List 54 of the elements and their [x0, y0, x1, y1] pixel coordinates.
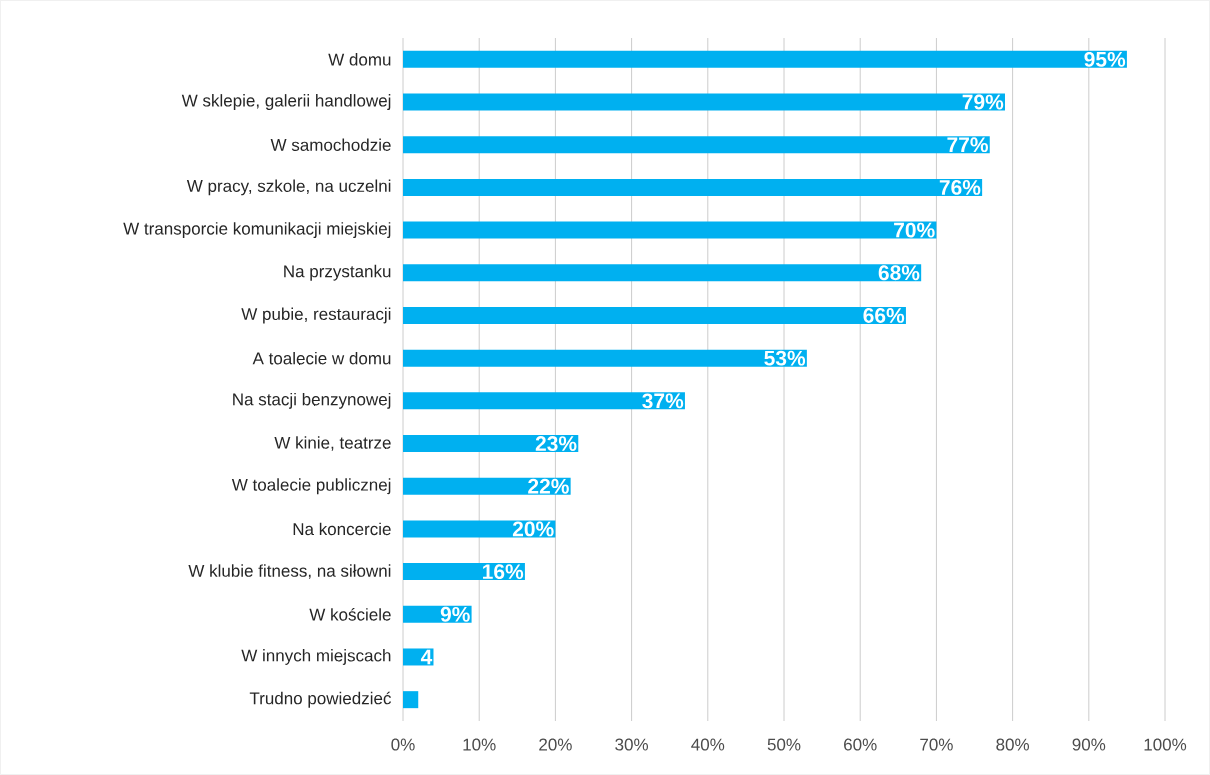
bar [403, 306, 906, 324]
x-tick-label: 0% [391, 738, 415, 751]
data-label: 23% [535, 436, 577, 451]
x-tick-label: 40% [691, 738, 725, 751]
y-tick-label: W transporcie komunikacji miejskiej [123, 222, 391, 239]
x-tick-label: 100% [1144, 738, 1187, 751]
bar [403, 349, 807, 367]
y-tick-label: W klubie fitness, na siłowni [188, 564, 391, 579]
x-tick-label: 20% [539, 738, 572, 751]
x-tick-label: 10% [463, 738, 496, 751]
y-tick-label: W innych miejscach [241, 649, 391, 665]
x-tick-label: 70% [920, 738, 953, 751]
bar [403, 50, 1127, 68]
x-tick-label: 50% [767, 738, 801, 751]
y-tick-label: W samochodzie [270, 138, 391, 151]
y-tick-label: W kościele [309, 607, 391, 621]
bar [403, 178, 983, 196]
data-label: 66% [863, 308, 905, 323]
x-tick-label: 80% [996, 738, 1030, 751]
y-tick-label: W pracy, szkole, na uczelni [186, 179, 391, 196]
y-tick-label: W sklepie, galerii handlowej [181, 94, 391, 110]
data-label: 77% [947, 137, 988, 153]
bar [403, 392, 685, 410]
data-label: 9% [440, 606, 470, 622]
bar [403, 136, 990, 154]
y-tick-label: W toalecie publicznej [231, 478, 391, 495]
x-tick-label: 30% [615, 738, 649, 751]
bar [403, 435, 579, 453]
x-tick-label: 90% [1072, 738, 1106, 751]
bar [403, 477, 571, 495]
x-tick-label: 60% [844, 738, 877, 751]
data-label: 37% [642, 393, 684, 409]
data-label: 95% [1084, 51, 1126, 67]
data-label: 4 [420, 649, 433, 665]
y-tick-label: W pubie, restauracji [241, 307, 391, 324]
bar [403, 264, 922, 282]
bar [403, 691, 419, 709]
bar [403, 93, 1005, 111]
data-label: 70% [894, 222, 935, 238]
bar [403, 221, 937, 239]
y-tick-label: Na stacji benzynowej [233, 392, 391, 409]
data-label: 53% [764, 350, 806, 366]
y-tick-label: W kinie, teatrze [274, 436, 391, 451]
data-label: 20% [512, 521, 554, 537]
data-label: 79% [962, 94, 1004, 110]
y-tick-label: W domu [328, 53, 391, 66]
data-label: 76% [939, 179, 981, 195]
data-label: 22% [528, 478, 569, 494]
y-tick-label: Trudno powiedzieć [249, 691, 391, 708]
y-tick-label: Na koncercie [293, 522, 391, 536]
data-label: 68% [878, 265, 920, 281]
data-label: 16% [483, 564, 524, 580]
y-tick-label: A toalecie w domu [252, 351, 391, 365]
y-tick-label: Na przystanku [284, 264, 391, 281]
